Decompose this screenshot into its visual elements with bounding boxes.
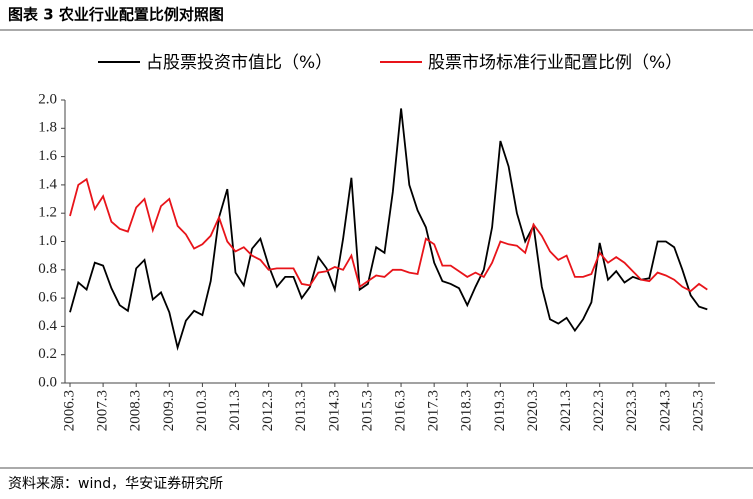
y-tick-label: 0.4	[38, 318, 57, 334]
x-tick-label: 2022.3	[591, 390, 607, 431]
x-tick-label: 2015.3	[359, 390, 375, 431]
y-tick-label: 1.6	[38, 148, 57, 164]
x-tick-label: 2008.3	[128, 390, 144, 431]
x-tick-label: 2006.3	[61, 390, 77, 431]
x-tick-label: 2017.3	[426, 390, 442, 431]
x-tick-label: 2020.3	[525, 390, 541, 431]
legend-label: 股票市场标准行业配置比例（%）	[428, 53, 682, 73]
x-tick-label: 2023.3	[624, 390, 640, 431]
y-tick-label: 1.0	[38, 233, 57, 249]
x-tick-label: 2014.3	[326, 390, 342, 431]
x-tick-label: 2024.3	[657, 390, 673, 431]
x-tick-label: 2019.3	[492, 390, 508, 431]
y-tick-label: 0.2	[38, 346, 57, 362]
y-tick-label: 1.4	[38, 176, 57, 192]
x-tick-label: 2011.3	[227, 390, 243, 431]
y-tick-label: 0.8	[38, 261, 57, 277]
series-line	[69, 177, 708, 293]
x-tick-label: 2012.3	[260, 390, 276, 431]
x-tick-label: 2013.3	[293, 390, 309, 431]
x-tick-label: 2021.3	[558, 390, 574, 431]
source: 资料来源：wind，华安证券研究所	[8, 476, 223, 492]
x-tick-label: 2018.3	[459, 390, 475, 431]
y-tick-label: 0.6	[38, 290, 57, 306]
x-tick-label: 2010.3	[194, 390, 210, 431]
y-tick-label: 2.0	[38, 91, 57, 107]
y-tick-label: 1.8	[38, 120, 57, 136]
chart-title: 图表 3 农业行业配置比例对照图	[8, 6, 224, 24]
x-tick-label: 2025.3	[690, 390, 706, 431]
x-tick-label: 2009.3	[161, 390, 177, 431]
y-tick-label: 0.0	[38, 374, 57, 390]
y-tick-label: 1.2	[38, 205, 57, 221]
x-tick-label: 2016.3	[392, 390, 408, 431]
series-line	[69, 108, 708, 352]
x-tick-label: 2007.3	[95, 390, 111, 431]
legend-label: 占股票投资市值比（%）	[146, 53, 332, 73]
